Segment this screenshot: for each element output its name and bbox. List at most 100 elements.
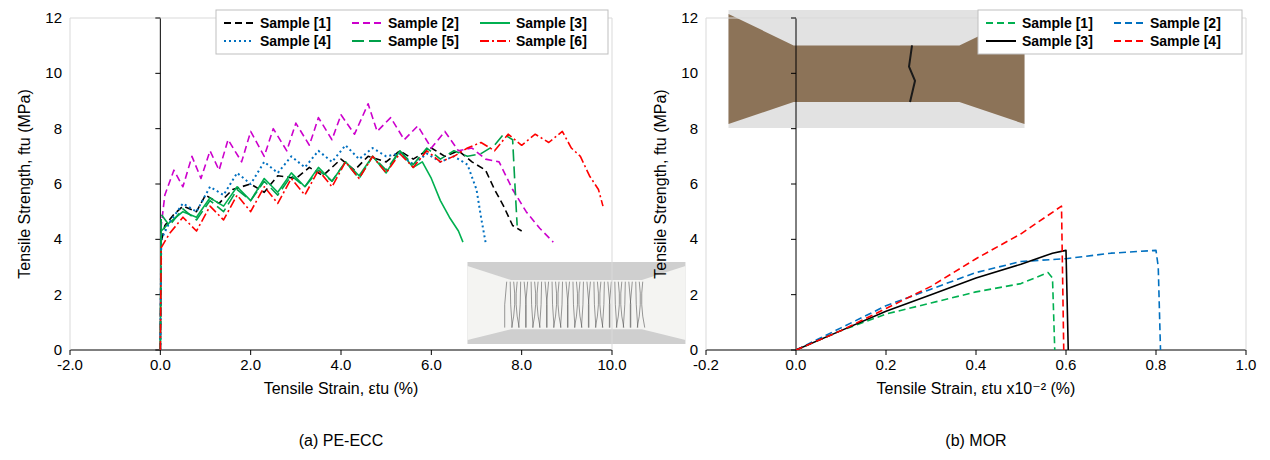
legend-label: Sample [3] (1022, 33, 1093, 49)
x-tick-label: 0.0 (786, 356, 807, 373)
legend-box (216, 10, 608, 54)
legend-swatch (224, 22, 254, 24)
series-line (160, 151, 463, 350)
x-tick-label: 0.0 (150, 356, 171, 373)
inset-crack (602, 282, 604, 328)
y-tick (791, 239, 796, 240)
y-tick-label: 6 (54, 175, 62, 192)
inset-crack (623, 282, 625, 328)
inset-crack (558, 282, 561, 328)
y-tick (791, 184, 796, 185)
y-tick (155, 73, 160, 74)
legend-label: Sample [2] (388, 15, 459, 31)
x-tick (431, 350, 432, 355)
y-tick (791, 350, 796, 351)
y-tick-label: 0 (54, 341, 62, 358)
inset-crack (637, 282, 640, 328)
x-tick-label: 10.0 (597, 356, 626, 373)
x-tick (1246, 350, 1247, 355)
inset-crack (615, 282, 617, 328)
figure: -2.00.02.04.06.08.010.0024681012Tensile … (0, 0, 1270, 460)
x-tick (886, 350, 887, 355)
x-tick (160, 350, 161, 355)
x-tick (796, 350, 797, 355)
y-tick-label: 8 (54, 120, 62, 137)
x-tick (70, 350, 71, 355)
series-line (796, 206, 1064, 350)
panel: -2.00.02.04.06.08.010.0024681012Tensile … (16, 9, 685, 449)
legend-label: Sample [2] (1150, 15, 1221, 31)
inset-crack (579, 282, 582, 328)
plot-edge (1246, 18, 1247, 350)
panel: -0.20.00.20.40.60.81.0024681012Tensile S… (652, 9, 1256, 449)
y-tick (155, 184, 160, 185)
y-tick (791, 294, 796, 295)
inset-crack (621, 282, 624, 328)
inset-crack (573, 282, 575, 328)
x-tick (1066, 350, 1067, 355)
y-tick (791, 128, 796, 129)
legend-label: Sample [1] (260, 15, 331, 31)
legend-label: Sample [4] (260, 33, 331, 49)
inset-crack (909, 45, 915, 102)
legend-label: Sample [4] (1150, 33, 1221, 49)
x-tick-label: -0.2 (693, 356, 719, 373)
inset-crack (516, 282, 519, 328)
inset-crack (636, 282, 638, 328)
plot-edge (70, 18, 71, 350)
y-tick-label: 2 (690, 286, 698, 303)
series-line (796, 273, 1055, 350)
inset-crack (630, 282, 632, 328)
y-tick-label: 10 (681, 64, 698, 81)
x-tick-label: 2.0 (240, 356, 261, 373)
y-tick (155, 239, 160, 240)
y-tick-label: 6 (690, 175, 698, 192)
inset-crack (537, 282, 540, 328)
x-tick (521, 350, 522, 355)
series-line (160, 134, 517, 350)
x-tick (250, 350, 251, 355)
y-tick-label: 12 (45, 9, 62, 26)
x-axis-title: Tensile Strain, εtu x10⁻² (%) (877, 380, 1076, 397)
inset-crack (595, 282, 598, 328)
inset-crack (554, 282, 557, 328)
x-tick (341, 350, 342, 355)
series-line (160, 148, 521, 350)
inset-crack (561, 282, 563, 328)
legend-swatch (352, 40, 382, 42)
caption: (a) PE-ECC (299, 432, 383, 449)
inset-crack (525, 282, 527, 328)
inset-crack (581, 282, 583, 328)
y-tick-label: 10 (45, 64, 62, 81)
x-tick-label: 6.0 (421, 356, 442, 373)
legend-label: Sample [5] (388, 33, 459, 49)
legend-swatch (480, 22, 510, 24)
y-tick-label: 0 (690, 341, 698, 358)
inset-crack (600, 282, 603, 328)
y-tick-label: 4 (690, 230, 698, 247)
series-line (160, 104, 553, 350)
lines (160, 104, 603, 350)
legend-swatch (224, 40, 254, 42)
inset-crack (552, 282, 554, 328)
inset-crack (616, 282, 619, 328)
inset-crack (531, 282, 533, 328)
x-tick (612, 350, 613, 355)
inset-crack (533, 282, 536, 328)
inset-crack (540, 282, 542, 328)
x-tick-label: 8.0 (511, 356, 532, 373)
inset-crack (510, 282, 512, 328)
legend-label: Sample [3] (516, 15, 587, 31)
legend-box (978, 10, 1242, 54)
inset-crack (546, 282, 548, 328)
x-tick-label: 0.8 (1146, 356, 1167, 373)
inset-crack (594, 282, 596, 328)
inset-crack (642, 282, 645, 328)
legend: Sample [1] Sample [2] Sample [3] Sample [4]… (216, 10, 608, 54)
y-tick (155, 294, 160, 295)
plot-edge (706, 18, 707, 350)
x-tick (976, 350, 977, 355)
inset-crack (504, 282, 506, 328)
legend-swatch (1114, 40, 1144, 42)
x-tick-label: 0.2 (876, 356, 897, 373)
